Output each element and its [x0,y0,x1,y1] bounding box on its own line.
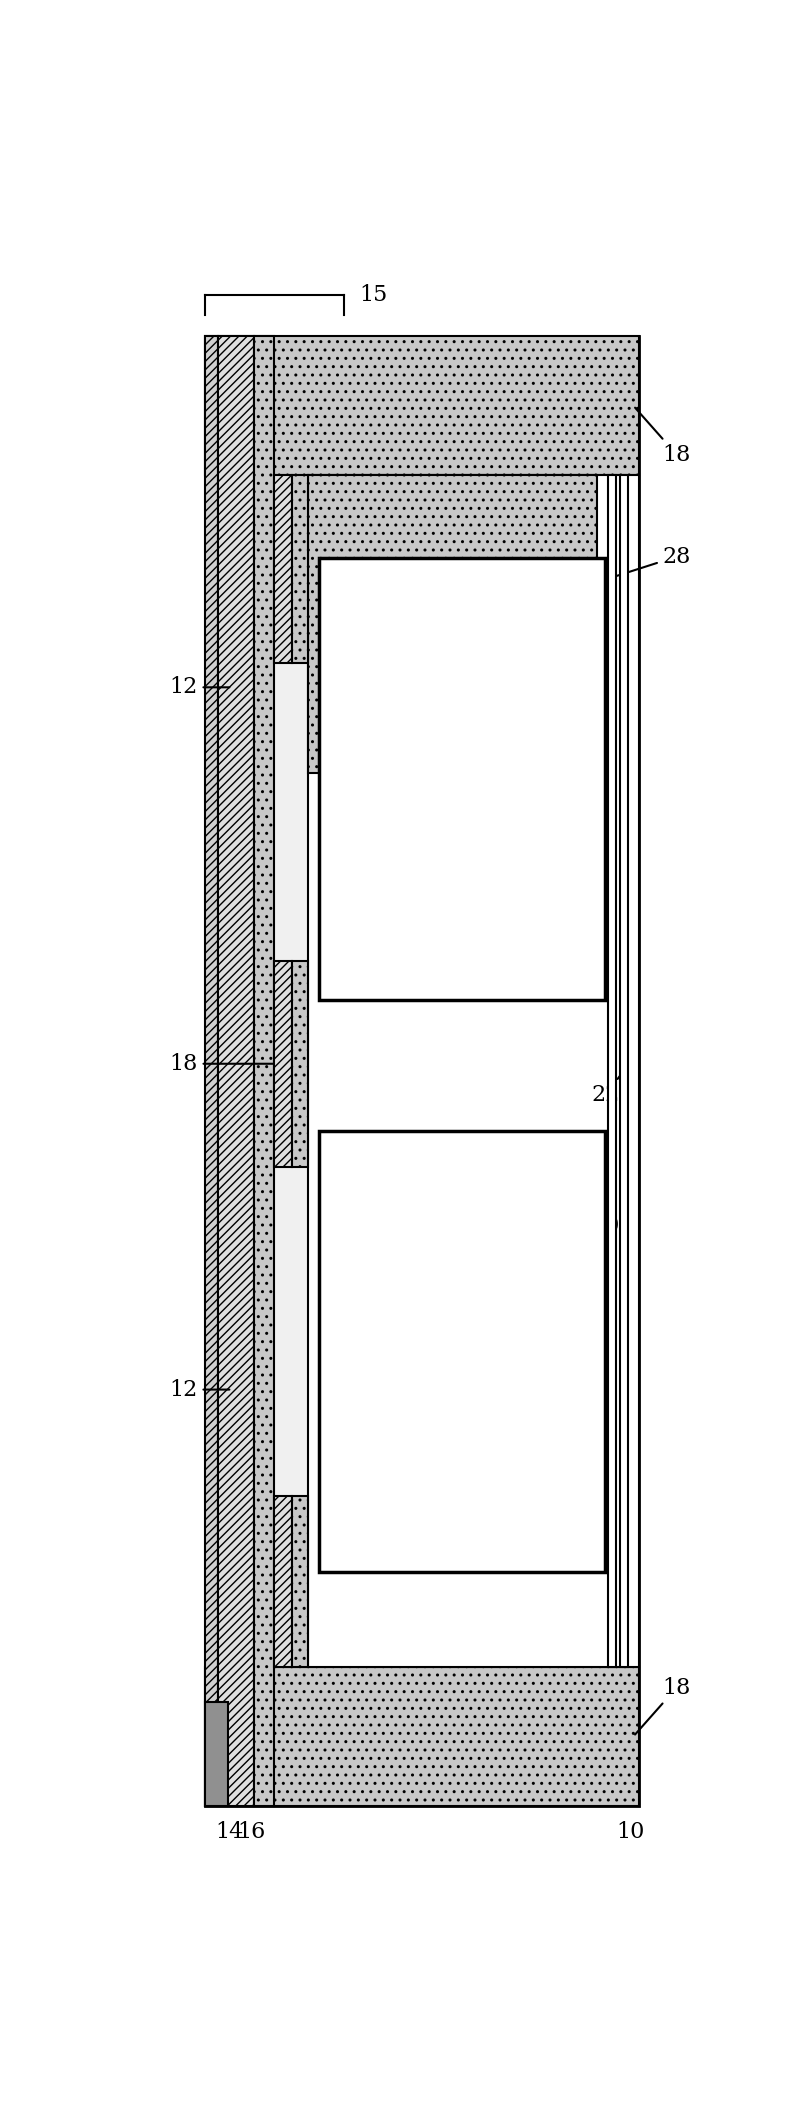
Bar [292,961,308,1167]
Bar [206,335,639,1807]
Text: 24: 24 [385,1353,413,1408]
Bar [206,335,218,1807]
Bar [274,961,292,1167]
Text: 18: 18 [635,1676,690,1735]
Text: 24: 24 [411,728,439,776]
Bar [218,335,254,1807]
Bar [292,475,308,662]
Bar [319,558,606,999]
Bar [608,475,617,1667]
Text: 10: 10 [616,1822,644,1843]
Bar [206,335,639,475]
Bar [292,1495,308,1667]
Text: 18: 18 [635,407,690,467]
Bar [319,1130,606,1572]
Text: 16: 16 [238,1822,266,1843]
Text: 18: 18 [170,1052,280,1075]
Bar [308,475,639,1667]
Text: 28: 28 [470,545,690,624]
Text: 20: 20 [591,1169,619,1237]
Bar [206,1667,639,1807]
Bar [206,1701,228,1807]
Bar [274,475,292,662]
Bar [308,475,598,772]
Text: 14: 14 [215,1822,243,1843]
Text: 12: 12 [170,1379,230,1400]
Bar [274,1495,292,1667]
Text: 12: 12 [170,677,230,698]
Text: 22: 22 [591,1073,622,1105]
Bar [254,335,274,1807]
Text: 15: 15 [360,284,388,305]
Bar [619,475,628,1667]
